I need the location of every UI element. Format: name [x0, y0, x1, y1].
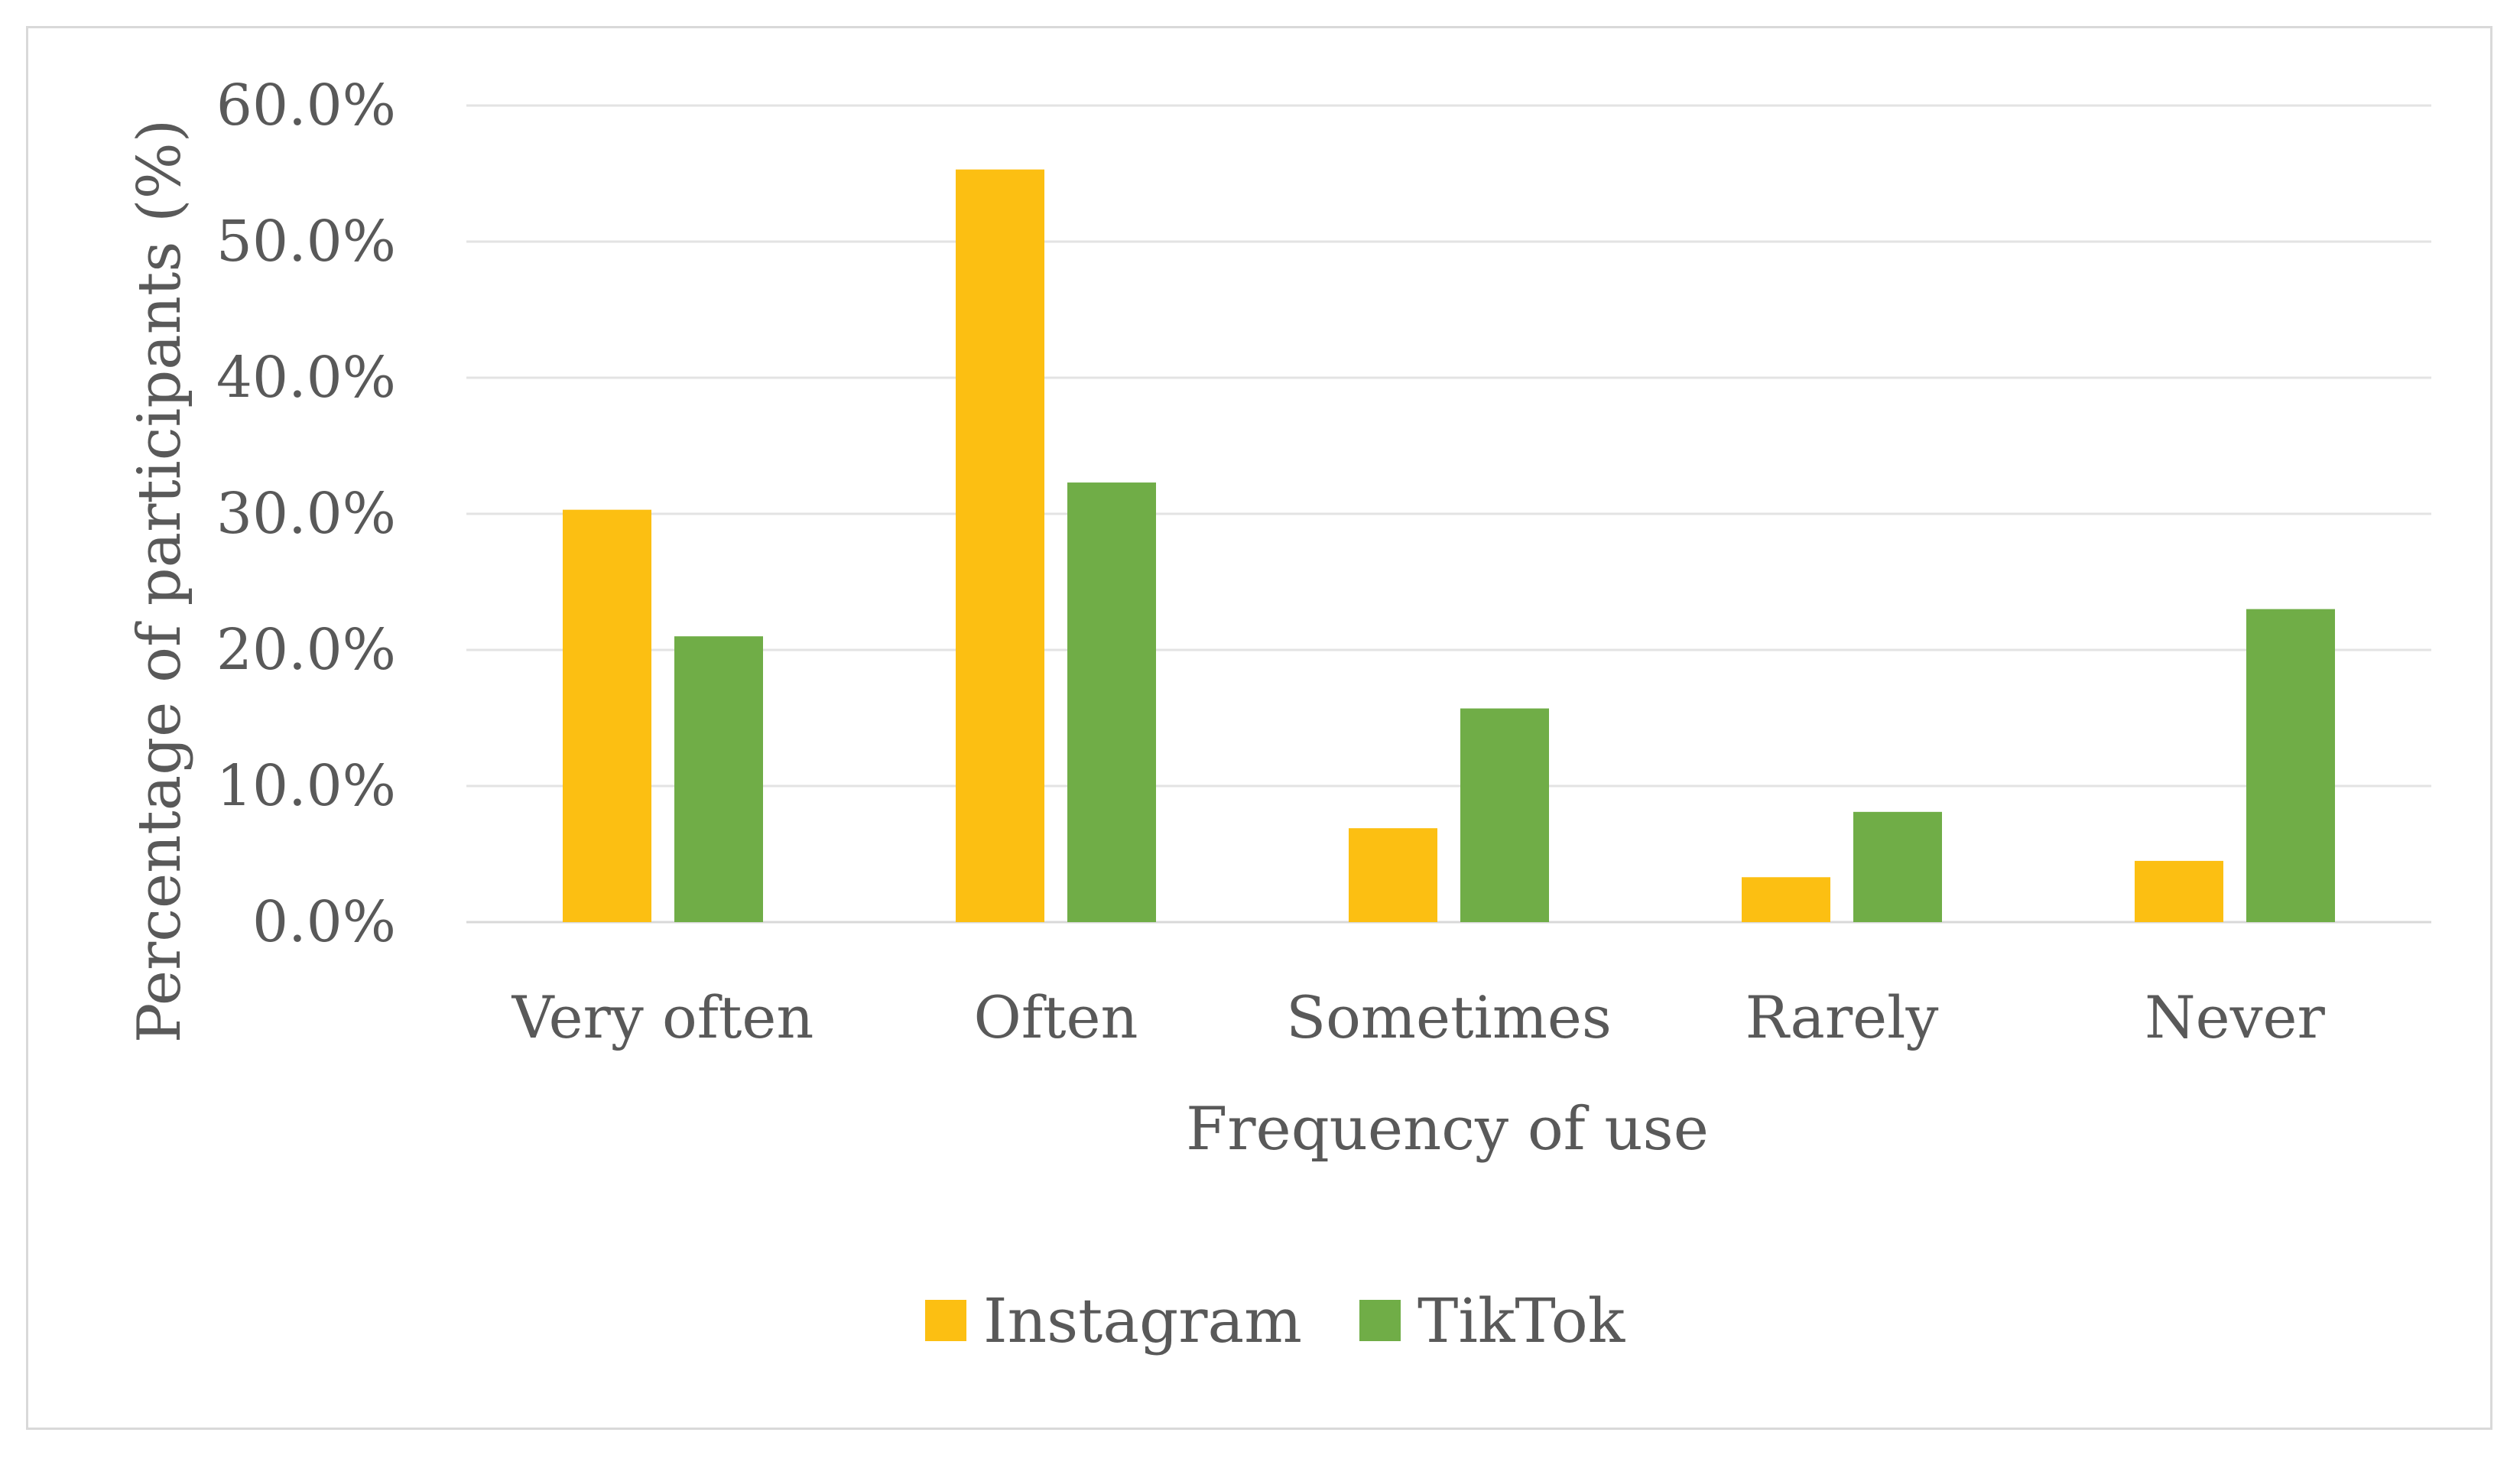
x-category-label: Rarely	[1745, 983, 1939, 1051]
y-tick-label: 30.0%	[216, 481, 396, 547]
bar-tiktok-never	[2246, 609, 2335, 922]
bar-tiktok-sometimes	[1460, 708, 1549, 922]
x-category-labels: Very often Often Sometimes Rarely Never	[511, 983, 2326, 1051]
legend-label-tiktok: TikTok	[1418, 1285, 1626, 1356]
x-category-label: Very often	[511, 983, 814, 1051]
x-category-label: Sometimes	[1286, 983, 1612, 1051]
legend-swatch-tiktok	[1359, 1300, 1401, 1341]
bar-instagram-very-often	[563, 509, 651, 922]
bars	[563, 169, 2335, 922]
y-tick-label: 50.0%	[216, 209, 396, 274]
y-tick-labels: 0.0% 10.0% 20.0% 30.0% 40.0% 50.0% 60.0%	[216, 73, 396, 955]
gridlines	[466, 104, 2431, 924]
x-category-label: Never	[2145, 983, 2325, 1051]
y-tick-label: 60.0%	[216, 73, 396, 138]
legend-label-instagram: Instagram	[983, 1285, 1302, 1356]
bar-instagram-never	[2135, 860, 2223, 922]
chart-frame	[26, 26, 2492, 1430]
bar-instagram-sometimes	[1349, 828, 1437, 922]
bar-tiktok-rarely	[1853, 811, 1942, 922]
x-axis-title: Frequency of use	[1186, 1095, 1709, 1164]
x-category-label: Often	[974, 983, 1138, 1051]
y-tick-label: 20.0%	[216, 617, 396, 683]
y-tick-label: 10.0%	[216, 753, 396, 819]
legend-swatch-instagram	[925, 1300, 966, 1341]
bar-instagram-often	[956, 169, 1044, 922]
y-tick-label: 0.0%	[252, 889, 396, 955]
legend: Instagram TikTok	[925, 1285, 1626, 1356]
bar-tiktok-very-often	[674, 636, 763, 922]
y-axis-title: Percentage of participants (%)	[125, 119, 194, 1043]
y-tick-label: 40.0%	[216, 345, 396, 411]
bar-tiktok-often	[1067, 482, 1156, 922]
bar-instagram-rarely	[1742, 877, 1830, 922]
